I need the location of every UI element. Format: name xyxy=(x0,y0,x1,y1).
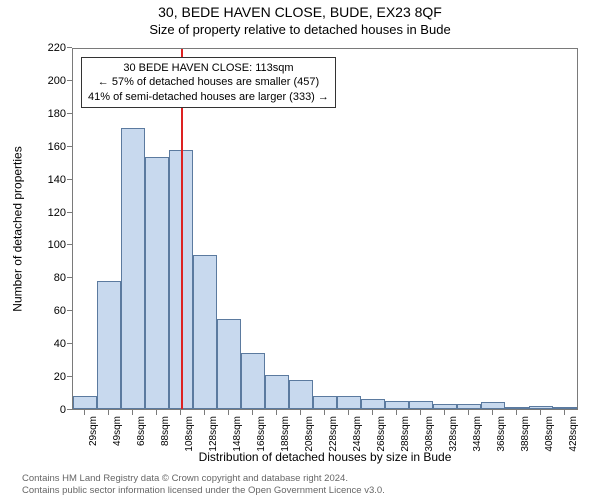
histogram-bar xyxy=(361,399,384,409)
chart-title-sub: Size of property relative to detached ho… xyxy=(0,22,600,37)
y-tick-label: 140 xyxy=(48,174,66,186)
annotation-line-2: ← 57% of detached houses are smaller (45… xyxy=(88,75,329,89)
y-tick-label: 80 xyxy=(54,272,66,284)
chart-container: 30, BEDE HAVEN CLOSE, BUDE, EX23 8QF Siz… xyxy=(0,0,600,500)
x-tick-mark xyxy=(228,410,229,415)
histogram-bar xyxy=(241,353,264,409)
x-tick-mark xyxy=(468,410,469,415)
histogram-bar xyxy=(145,157,168,409)
x-tick-mark xyxy=(132,410,133,415)
x-tick-label: 248sqm xyxy=(352,416,363,452)
x-tick-label: 108sqm xyxy=(184,416,195,452)
histogram-bar xyxy=(337,396,360,409)
x-tick-mark xyxy=(348,410,349,415)
x-tick-label: 388sqm xyxy=(520,416,531,452)
x-tick-label: 68sqm xyxy=(136,416,147,446)
y-tick-label: 200 xyxy=(48,75,66,87)
y-tick-label: 120 xyxy=(48,207,66,219)
histogram-bar xyxy=(289,380,312,409)
x-tick-mark xyxy=(420,410,421,415)
x-tick-label: 288sqm xyxy=(400,416,411,452)
x-tick-label: 328sqm xyxy=(448,416,459,452)
histogram-bar xyxy=(97,281,120,409)
x-tick-label: 228sqm xyxy=(328,416,339,452)
y-tick-label: 220 xyxy=(48,42,66,54)
x-tick-mark xyxy=(108,410,109,415)
x-tick-label: 188sqm xyxy=(280,416,291,452)
y-tick-label: 40 xyxy=(54,338,66,350)
x-tick-mark xyxy=(324,410,325,415)
x-tick-mark xyxy=(156,410,157,415)
plot-area: 30 BEDE HAVEN CLOSE: 113sqm ← 57% of det… xyxy=(72,48,578,410)
histogram-bar xyxy=(433,404,456,409)
y-tick-label: 0 xyxy=(60,404,66,416)
histogram-bar xyxy=(73,396,96,409)
annotation-box: 30 BEDE HAVEN CLOSE: 113sqm ← 57% of det… xyxy=(81,57,336,108)
x-tick-mark xyxy=(540,410,541,415)
y-tick-label: 100 xyxy=(48,239,66,251)
x-tick-mark xyxy=(564,410,565,415)
x-tick-label: 368sqm xyxy=(496,416,507,452)
x-tick-mark xyxy=(252,410,253,415)
x-tick-label: 168sqm xyxy=(256,416,267,452)
histogram-bar xyxy=(121,128,144,409)
x-tick-label: 148sqm xyxy=(232,416,243,452)
x-tick-label: 408sqm xyxy=(544,416,555,452)
histogram-bar xyxy=(217,319,240,409)
histogram-bar xyxy=(481,402,504,409)
footer-line-2: Contains public sector information licen… xyxy=(22,485,385,496)
x-tick-mark xyxy=(444,410,445,415)
histogram-bar xyxy=(409,401,432,409)
histogram-bar xyxy=(529,406,552,409)
histogram-bar xyxy=(385,401,408,409)
x-tick-label: 49sqm xyxy=(112,416,123,446)
x-tick-mark xyxy=(84,410,85,415)
histogram-bar xyxy=(553,407,576,409)
histogram-bar xyxy=(313,396,336,409)
x-tick-mark xyxy=(204,410,205,415)
y-tick-label: 60 xyxy=(54,305,66,317)
x-tick-label: 88sqm xyxy=(160,416,171,446)
footer-line-1: Contains HM Land Registry data © Crown c… xyxy=(22,473,385,484)
y-tick-label: 20 xyxy=(54,371,66,383)
histogram-bar xyxy=(505,407,528,409)
histogram-bar xyxy=(193,255,216,409)
x-tick-label: 308sqm xyxy=(424,416,435,452)
x-tick-mark xyxy=(276,410,277,415)
histogram-bar xyxy=(265,375,288,409)
annotation-line-3: 41% of semi-detached houses are larger (… xyxy=(88,90,329,104)
x-tick-label: 208sqm xyxy=(304,416,315,452)
y-axis-ticks: 020406080100120140160180200220 xyxy=(0,48,72,410)
x-axis-label: Distribution of detached houses by size … xyxy=(72,450,578,464)
x-axis-ticks: 29sqm 49sqm 68sqm 88sqm 108sqm 128sqm 148sqm 16… xyxy=(72,410,578,450)
x-tick-mark xyxy=(492,410,493,415)
y-tick-label: 160 xyxy=(48,141,66,153)
x-tick-label: 268sqm xyxy=(376,416,387,452)
x-tick-label: 348sqm xyxy=(472,416,483,452)
histogram-bar xyxy=(457,404,480,409)
x-tick-mark xyxy=(516,410,517,415)
chart-title-main: 30, BEDE HAVEN CLOSE, BUDE, EX23 8QF xyxy=(0,4,600,20)
y-tick-label: 180 xyxy=(48,108,66,120)
x-tick-mark xyxy=(396,410,397,415)
annotation-line-1: 30 BEDE HAVEN CLOSE: 113sqm xyxy=(88,61,329,75)
x-tick-label: 128sqm xyxy=(208,416,219,452)
x-tick-mark xyxy=(372,410,373,415)
footer-attribution: Contains HM Land Registry data © Crown c… xyxy=(22,473,385,496)
x-tick-mark xyxy=(300,410,301,415)
x-tick-mark xyxy=(180,410,181,415)
x-tick-label: 29sqm xyxy=(88,416,99,446)
x-tick-label: 428sqm xyxy=(568,416,579,452)
